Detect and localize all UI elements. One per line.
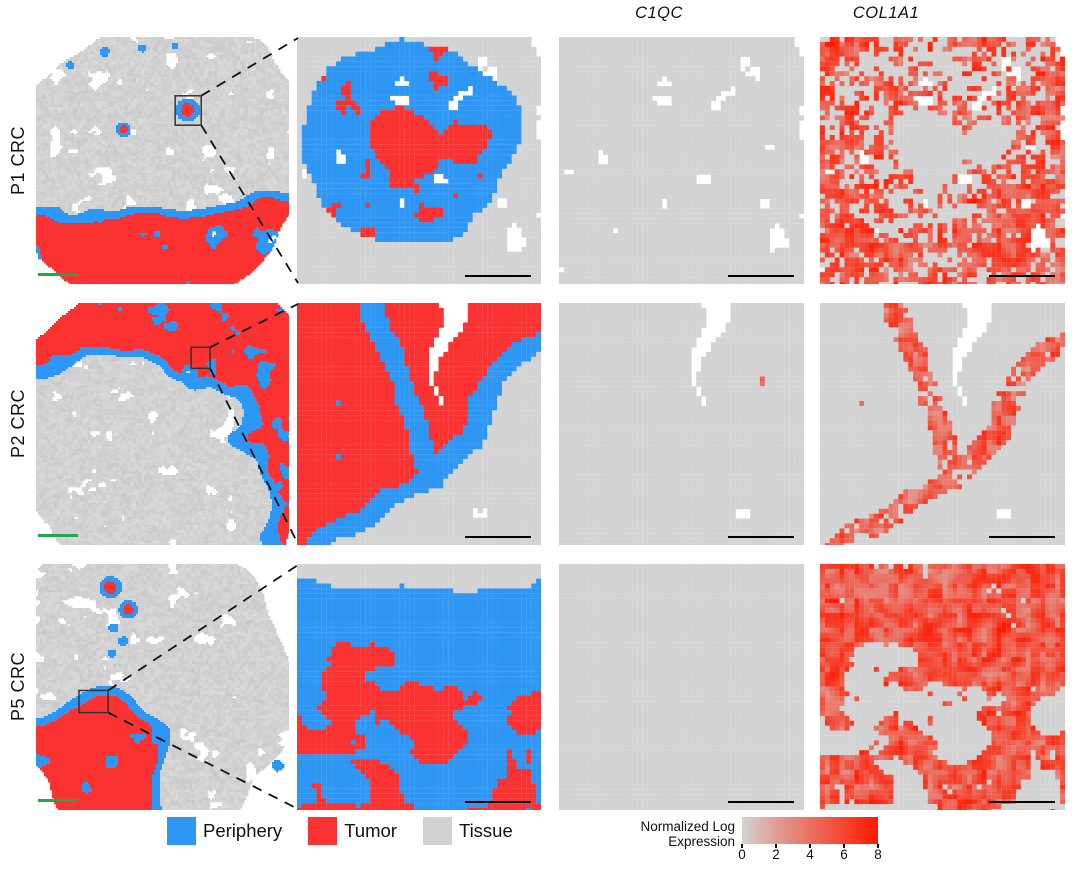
colorbar-label-line1: Normalized Log [640,819,735,834]
legend-label-tissue: Tissue [458,820,513,841]
tumor-color-swatch [308,817,338,845]
row-label-p1-crc-text: P1 CRC [7,125,28,195]
legend-item-tissue: Tissue [422,817,513,845]
row-label-p2-crc: P2 CRC [2,303,34,545]
colorbar-tick-label: 2 [772,847,780,862]
panel-p5-c1qc-expression [559,564,804,810]
panel-p2-inset-segmentation [297,303,541,545]
panel-p1-inset-segmentation [297,37,541,284]
panel-p5-col1a1-expression [820,564,1065,810]
colorbar-tick-row: 0 2 4 6 8 [738,844,882,862]
row-label-p1-crc: P1 CRC [2,37,34,284]
colorbar-label-line2: Expression [668,833,735,849]
panel-p5-inset-segmentation [297,564,541,810]
gene-header-c1qc: C1QC [635,4,683,22]
tissue-color-swatch [422,817,452,845]
row-label-p5-crc-text: P5 CRC [7,652,28,722]
row-label-p2-crc-text: P2 CRC [7,389,28,459]
colorbar-tickmark [741,844,743,848]
colorbar-tickmark [809,844,811,848]
panel-p2-col1a1-expression [820,303,1065,545]
legend-label-periphery: Periphery [203,820,283,841]
colorbar-label: Normalized Log Expression [595,819,735,849]
panel-p2-overview-map [36,303,289,545]
legend-item-periphery: Periphery [167,817,282,845]
segmentation-legend: Periphery Tumor Tissue [167,817,513,845]
legend-item-tumor: Tumor [308,817,397,845]
panel-p1-col1a1-expression [820,37,1065,284]
colorbar-tickmark [843,844,845,848]
colorbar-tick-label: 6 [840,847,848,862]
panel-p5-overview-map [36,564,289,810]
panel-p2-c1qc-expression [559,303,804,545]
colorbar-tick-label: 0 [738,847,746,862]
colorbar-tickmark [775,844,777,848]
expression-colorbar: 0 2 4 6 8 [738,817,882,862]
panel-p1-c1qc-expression [559,37,804,284]
legend-label-tumor: Tumor [344,820,397,841]
colorbar-tickmark [877,844,879,848]
row-label-p5-crc: P5 CRC [2,564,34,810]
gene-header-col1a1: COL1A1 [852,4,920,22]
colorbar-tick-label: 8 [874,847,882,862]
colorbar-tick-label: 4 [806,847,814,862]
colorbar-gradient [742,817,878,844]
panel-p1-overview-map [36,37,289,284]
periphery-color-swatch [167,817,196,845]
